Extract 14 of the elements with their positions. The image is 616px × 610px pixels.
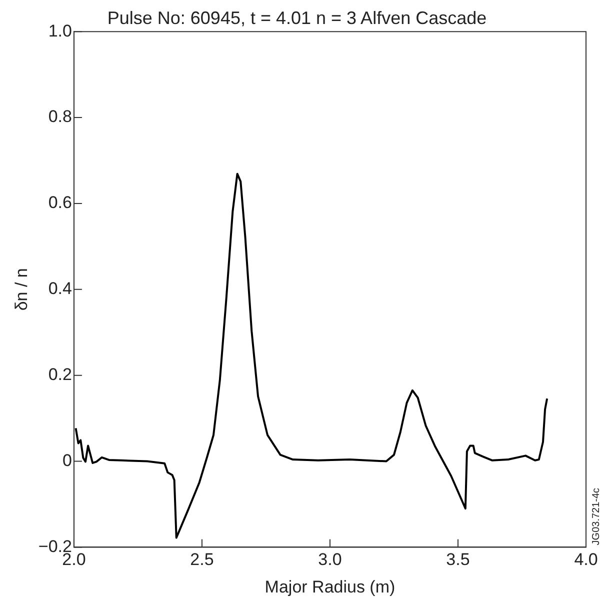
text: JG03.721-4c: [590, 488, 602, 546]
x-tick-label: 4.0: [574, 550, 598, 570]
y-tick-label: 0: [62, 450, 72, 470]
x-axis-title: Major Radius (m): [264, 577, 396, 596]
y-axis-title: δn / n: [12, 268, 31, 311]
y-tick-label: 0.8: [48, 107, 72, 126]
x-tick-label: 2.5: [190, 550, 214, 570]
y-tick-label: 0.6: [48, 193, 72, 212]
x-tick-label: 3.5: [446, 550, 470, 570]
y-tick-label: 0.4: [48, 279, 72, 298]
y-tick-label: 0.2: [48, 365, 72, 384]
chart-title: Pulse No: 60945, t = 4.01 n = 3 Alfven Cascade: [107, 8, 487, 28]
y-tick-label: 1.0: [48, 21, 72, 40]
x-tick-label: 3.0: [318, 550, 342, 570]
